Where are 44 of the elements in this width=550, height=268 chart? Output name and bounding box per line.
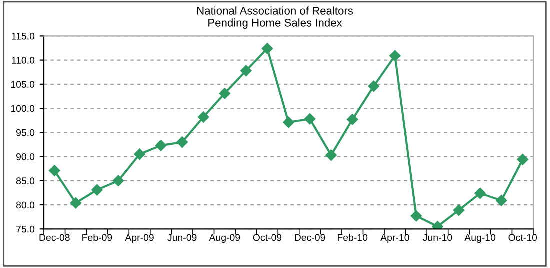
- point: [410, 210, 422, 222]
- point: [474, 188, 486, 200]
- point: [453, 204, 465, 216]
- x-tick-label: Dec-09: [295, 234, 326, 242]
- x-tick-label: Jun-10: [423, 234, 452, 242]
- x-tick-label: Apr-10: [380, 234, 410, 244]
- point: [326, 150, 337, 161]
- point: [49, 165, 60, 176]
- point: [92, 184, 103, 196]
- point: [262, 43, 274, 54]
- point: [240, 65, 252, 77]
- x-tick-label: Apr-09: [125, 234, 154, 244]
- y-tick-label: 85.0: [16, 178, 35, 185]
- x-tick-label: Feb-09: [82, 234, 112, 242]
- point: [134, 148, 146, 160]
- x-tick-label: Oct-10: [508, 234, 538, 242]
- point: [155, 140, 167, 152]
- y-tick-label: 95.0: [16, 129, 35, 136]
- point: [112, 175, 124, 187]
- point: [346, 114, 358, 126]
- point: [390, 50, 401, 62]
- x-tick-label: Feb-10: [338, 234, 368, 242]
- x-tick-label: Dec-08: [40, 234, 70, 242]
- y-tick-label: 90.0: [16, 154, 35, 160]
- point: [304, 114, 316, 125]
- y-tick-label: 75.0: [16, 226, 35, 233]
- point: [496, 195, 508, 206]
- chart-title: National Association of Realtors Pending Home Sales Index: [197, 6, 354, 30]
- point: [517, 154, 528, 166]
- y-tick-label: 115.0: [12, 32, 35, 40]
- y-tick-label: 110.0: [12, 57, 35, 64]
- point: [198, 112, 210, 123]
- y-tick-label: 80.0: [16, 202, 35, 209]
- x-tick-label: Oct-09: [253, 234, 282, 242]
- point: [70, 197, 82, 209]
- x-tick-label: Aug-09: [209, 234, 240, 244]
- x-tick-label: Aug-10: [464, 234, 496, 244]
- point: [283, 116, 294, 128]
- point: [176, 136, 188, 148]
- point: [368, 80, 380, 92]
- x-tick-label: Jun-09: [168, 234, 197, 242]
- y-tick-label: 105.0: [11, 81, 35, 88]
- point: [219, 88, 231, 100]
- y-tick-label: 100.0: [11, 105, 35, 112]
